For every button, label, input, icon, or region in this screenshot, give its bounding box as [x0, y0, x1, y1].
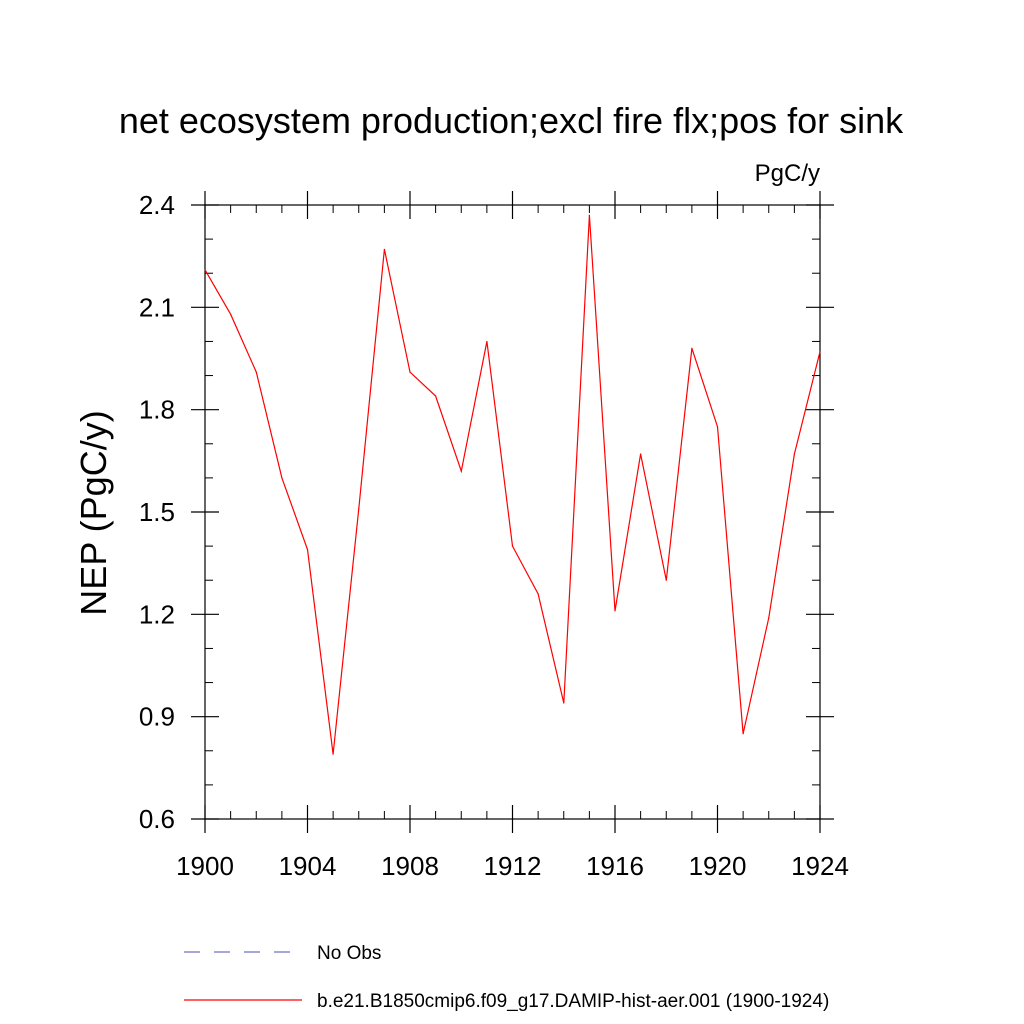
chart-title: net ecosystem production;excl fire flx;p… — [119, 100, 904, 141]
data-point — [511, 545, 514, 547]
data-point — [563, 702, 565, 704]
data-point — [230, 313, 232, 315]
data-point — [691, 347, 693, 349]
data-point — [742, 733, 744, 735]
data-point — [486, 340, 488, 343]
x-tick-label: 1912 — [484, 851, 542, 881]
data-point — [281, 477, 283, 479]
data-point — [537, 593, 539, 595]
data-point — [332, 753, 334, 755]
major-ticks — [191, 191, 834, 833]
data-point — [383, 248, 385, 250]
plot-frame — [204, 204, 821, 820]
data-point — [768, 617, 770, 619]
y-tick-label: 0.6 — [139, 804, 175, 834]
x-tick-label: 1904 — [279, 851, 337, 881]
data-point — [255, 371, 257, 373]
x-tick-label: 1900 — [176, 851, 234, 881]
data-point — [716, 426, 719, 428]
units-label: PgC/y — [755, 160, 820, 187]
data-point — [409, 371, 411, 373]
x-tick-label: 1920 — [689, 851, 747, 881]
data-point — [793, 453, 795, 455]
minor-ticks — [205, 205, 820, 819]
data-point — [665, 579, 667, 581]
y-tick-label: 1.2 — [139, 599, 175, 629]
legend-label: No Obs — [317, 943, 381, 964]
data-point — [588, 214, 590, 216]
data-point — [614, 610, 616, 612]
y-tick-label: 2.4 — [139, 190, 175, 220]
legend-label: b.e21.B1850cmip6.f09_g17.DAMIP-hist-aer.… — [317, 991, 829, 1012]
plot-series — [204, 214, 821, 755]
y-tick-labels: 0.6 0.9 1.2 1.5 1.8 2.1 2.4 — [139, 190, 175, 834]
data-point — [460, 470, 462, 472]
y-tick-label: 2.1 — [139, 292, 175, 322]
data-point — [204, 269, 206, 271]
x-tick-label: 1908 — [381, 851, 439, 881]
y-tick-label: 0.9 — [139, 702, 175, 732]
x-tick-label: 1924 — [791, 851, 849, 881]
x-tick-labels: 1900 1904 1908 1912 1916 1920 1924 — [176, 851, 849, 881]
x-tick-label: 1916 — [586, 851, 644, 881]
legend: No Obs b.e21.B1850cmip6.f09_g17.DAMIP-his… — [184, 943, 829, 1012]
data-point — [358, 507, 360, 510]
y-tick-label: 1.8 — [139, 395, 175, 425]
series-line — [204, 215, 821, 755]
y-axis-label: NEP (PgC/y) — [73, 410, 114, 615]
data-point — [306, 548, 309, 551]
data-point — [640, 453, 642, 455]
data-point — [819, 351, 821, 353]
data-point — [435, 395, 437, 397]
y-tick-label: 1.5 — [139, 497, 175, 527]
